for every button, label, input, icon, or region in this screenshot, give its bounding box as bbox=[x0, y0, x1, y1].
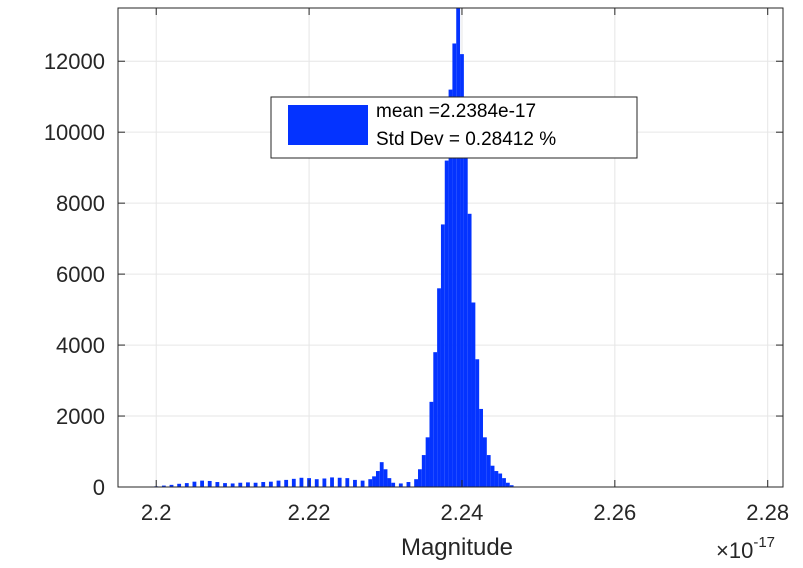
histogram-bar bbox=[383, 469, 388, 487]
y-tick-label: 4000 bbox=[56, 333, 105, 358]
histogram-bar bbox=[161, 485, 166, 487]
legend-swatch bbox=[288, 105, 368, 145]
histogram-bar bbox=[467, 213, 472, 487]
legend-line-mean: mean =2.2384e-17 bbox=[376, 101, 536, 122]
legend: mean =2.2384e-17 Std Dev = 0.28412 % bbox=[270, 96, 638, 159]
histogram-bar bbox=[200, 480, 204, 487]
histogram-bar bbox=[253, 482, 258, 487]
y-tick-label: 6000 bbox=[56, 262, 105, 287]
histogram-bars bbox=[154, 8, 518, 488]
histogram-bar bbox=[475, 359, 480, 487]
histogram-bar bbox=[437, 288, 441, 487]
histogram-bar bbox=[299, 477, 304, 487]
histogram-bar bbox=[276, 480, 281, 487]
histogram-bar bbox=[291, 478, 296, 487]
histogram-bar bbox=[421, 455, 426, 487]
histogram-bar bbox=[215, 482, 220, 487]
histogram-bar bbox=[448, 89, 453, 487]
histogram-bar bbox=[372, 476, 376, 487]
histogram-bar bbox=[261, 482, 266, 487]
x-tick-label: 2.26 bbox=[593, 500, 636, 525]
histogram-bar bbox=[192, 481, 197, 487]
histogram-bar bbox=[456, 8, 461, 487]
histogram-bar bbox=[463, 125, 468, 487]
histogram-bar bbox=[498, 473, 503, 487]
histogram-bar bbox=[360, 480, 365, 487]
histogram-bar bbox=[375, 471, 380, 487]
histogram-bar bbox=[387, 478, 392, 487]
histogram-bar bbox=[429, 401, 434, 487]
histogram-bar bbox=[444, 160, 449, 487]
histogram-bar bbox=[353, 479, 357, 487]
histogram-bar bbox=[246, 482, 250, 487]
histogram-bar bbox=[284, 479, 289, 487]
histogram-bar bbox=[406, 482, 411, 487]
histogram-bar bbox=[418, 469, 422, 487]
histogram-bar bbox=[238, 482, 243, 487]
x-tick-label: 2.22 bbox=[288, 500, 331, 525]
histogram-bar bbox=[482, 437, 487, 487]
histogram-bar bbox=[177, 483, 182, 487]
histogram-bar bbox=[230, 483, 235, 487]
histogram-bar bbox=[460, 54, 464, 488]
x-tick-label: 2.24 bbox=[441, 500, 484, 525]
histogram-bar bbox=[502, 478, 506, 487]
histogram-bar bbox=[505, 482, 510, 487]
histogram-bar bbox=[322, 478, 327, 487]
x-exponent-power: -17 bbox=[753, 534, 775, 551]
histogram-bar bbox=[330, 477, 334, 487]
histogram-bar bbox=[479, 408, 483, 487]
axis-ticks bbox=[118, 8, 783, 488]
x-axis-label: Magnitude bbox=[401, 534, 513, 561]
histogram-bar bbox=[379, 462, 384, 487]
histogram-bar bbox=[345, 478, 350, 487]
histogram-bar bbox=[452, 43, 457, 488]
histogram-bar bbox=[471, 302, 476, 487]
histogram-bar bbox=[207, 480, 212, 487]
x-exponent-base: ×10-17 bbox=[716, 534, 775, 563]
histogram-bar bbox=[337, 477, 342, 487]
histogram-bar bbox=[414, 479, 419, 487]
legend-line-stddev: Std Dev = 0.28412 % bbox=[376, 129, 556, 150]
x-exponent-multiplier: ×10 bbox=[716, 538, 753, 563]
histogram-bar bbox=[425, 437, 430, 487]
histogram-bar bbox=[398, 483, 403, 487]
y-tick-label: 12000 bbox=[44, 49, 105, 74]
histogram-bar bbox=[314, 479, 319, 487]
histogram-bar bbox=[433, 352, 438, 487]
y-tick-label: 10000 bbox=[44, 120, 105, 145]
histogram-bar bbox=[490, 465, 495, 487]
histogram-bar bbox=[268, 481, 273, 487]
histogram-bar bbox=[223, 483, 227, 487]
y-tick-label: 2000 bbox=[56, 404, 105, 429]
histogram-bar bbox=[391, 482, 396, 487]
plot-frame bbox=[117, 7, 784, 488]
y-tick-label: 8000 bbox=[56, 191, 105, 216]
tick-labels: 2.2 2.22 2.24 2.26 2.28 0 2000 4000 6000 8000 1000… bbox=[44, 49, 789, 525]
histogram-bar bbox=[494, 471, 499, 487]
histogram-bar bbox=[169, 484, 174, 487]
histogram-bar bbox=[509, 485, 514, 487]
histogram-bar bbox=[440, 224, 445, 487]
y-tick-label: 0 bbox=[93, 475, 105, 500]
x-tick-label: 2.28 bbox=[746, 500, 789, 525]
histogram-bar bbox=[368, 479, 373, 487]
histogram-bar bbox=[184, 483, 189, 487]
x-tick-label: 2.2 bbox=[141, 500, 172, 525]
histogram-bar bbox=[486, 455, 491, 487]
